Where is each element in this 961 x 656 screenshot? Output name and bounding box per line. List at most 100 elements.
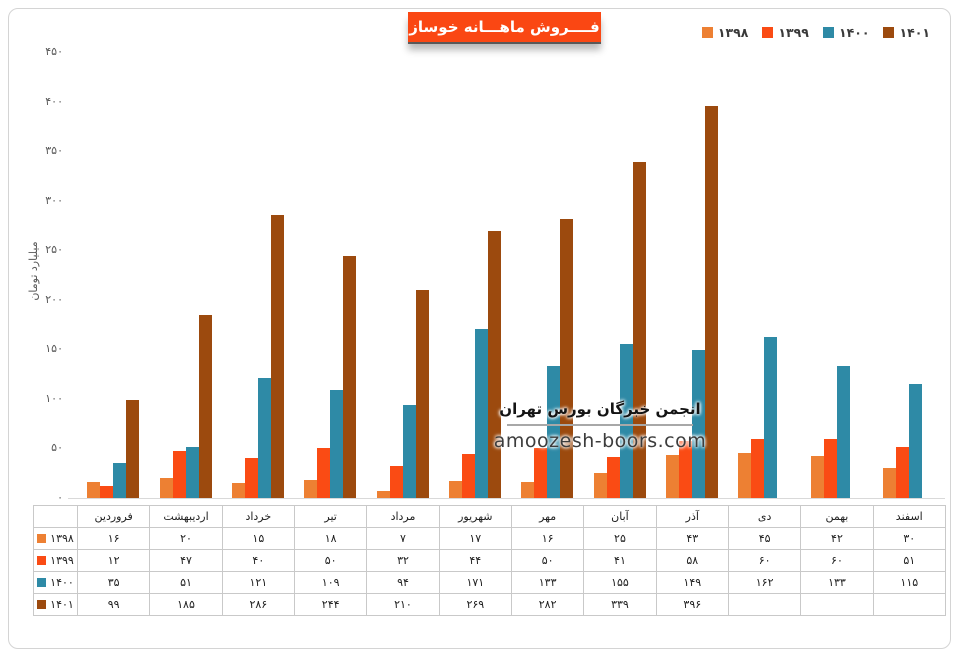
table-value-cell: ۱۵۵: [583, 571, 657, 594]
table-value-cell: ۱۶۲: [727, 571, 802, 594]
table-value-cell: ۱۵: [221, 527, 295, 550]
table-value-cell: ۳۳۹: [583, 593, 657, 616]
bar: [547, 366, 561, 498]
table-value-cell: ۱۸: [293, 527, 368, 550]
table-value-cell: ۳۵: [76, 571, 151, 594]
table-row: ۱۴۰۱ ۹۹ ۱۸۵ ۲۸۶ ۲۴۴ ۲۱۰ ۲۶۹ ۲۸۲ ۳۳۹ ۳۹۶: [33, 593, 946, 616]
table-value-cell: ۱۳۳: [510, 571, 585, 594]
bar: [330, 389, 344, 498]
bar: [159, 478, 173, 498]
table-value-cell: ۹۹: [76, 593, 151, 616]
watermark-divider: [507, 424, 693, 426]
table-value-cell: ۱۶: [510, 527, 585, 550]
table-value-cell: ۲۴۴: [293, 593, 368, 616]
table-value-cell: ۳۹۶: [655, 593, 729, 616]
table-value-cell: ۲۶۹: [438, 593, 512, 616]
bar: [823, 438, 837, 498]
y-tick-label: ۱۵۰: [45, 342, 63, 356]
bar: [304, 480, 318, 498]
table-value-cell: ۳۰: [872, 527, 946, 550]
table-value-cell: ۱۷: [438, 527, 512, 550]
bar: [738, 453, 752, 498]
table-value-cell: ۵۱: [149, 571, 223, 594]
bar: [172, 451, 186, 498]
table-value-cell: ۳۲: [366, 549, 440, 572]
bar: [764, 337, 778, 498]
row-key-swatch: [37, 534, 47, 543]
legend-item: ۱۴۰۱: [883, 25, 930, 40]
table-value-cell: ۵۱: [872, 549, 946, 572]
table-value-cell: ۹۴: [366, 571, 440, 594]
watermark-text: انجمن خبرگان بورس تهران: [499, 400, 701, 418]
table-value-cell: ۲۸۶: [221, 593, 295, 616]
bar: [810, 456, 824, 498]
legend-label: ۱۳۹۹: [778, 25, 809, 40]
bar: [704, 105, 718, 498]
table-value-cell: ۴۲: [800, 527, 874, 550]
row-key-label: ۱۴۰۱: [50, 598, 74, 611]
table-value-cell: ۴۷: [149, 549, 223, 572]
table-month-header: شهریور: [438, 505, 512, 528]
bar: [448, 481, 462, 498]
bar: [87, 482, 101, 498]
table-value-cell: ۲۰: [149, 527, 223, 550]
bar: [461, 454, 475, 498]
bar: [415, 289, 429, 498]
y-tick-label: ۰: [57, 491, 63, 504]
y-tick-label: ۴۰۰: [45, 94, 63, 108]
bar: [665, 455, 679, 498]
table-month-header: خرداد: [221, 505, 295, 528]
table-value-cell: ۵۸: [655, 549, 729, 572]
table-value-cell: ۴۰: [221, 549, 295, 572]
table-value-cell: ۵۰: [510, 549, 585, 572]
row-key-cell: ۱۴۰۱: [33, 593, 78, 616]
table-value-cell: ۶۰: [800, 549, 874, 572]
bar: [376, 491, 390, 498]
row-key-label: ۱۳۹۹: [50, 554, 74, 567]
y-tick-label: ۳۰۰: [45, 193, 63, 207]
table-value-cell: ۲۸۲: [510, 593, 585, 616]
y-tick-label: ۴۵۰: [45, 45, 63, 58]
table-row: ۱۳۹۹ ۱۲ ۴۷ ۴۰ ۵۰ ۳۲ ۴۴ ۵۰ ۴۱ ۵۸ ۶۰ ۶۰ ۵۱: [33, 549, 946, 572]
table-value-cell: ۱۰۹: [293, 571, 368, 594]
table-value-cell: ۱۱۵: [872, 571, 946, 594]
row-key-label: ۱۳۹۸: [50, 532, 74, 545]
bar: [487, 231, 501, 498]
legend-label: ۱۴۰۰: [838, 25, 870, 40]
legend-label: ۱۳۹۸: [717, 25, 749, 40]
table-value-cell: ۴۱: [583, 549, 657, 572]
bar: [257, 378, 271, 498]
bar: [632, 162, 646, 498]
y-axis-title: میلیارد تومان: [27, 241, 40, 301]
bar: [198, 314, 212, 498]
bar: [606, 457, 620, 498]
bar: [534, 448, 548, 498]
bar: [244, 458, 258, 498]
legend-swatch: [822, 27, 834, 38]
table-month-header: مهر: [510, 505, 585, 528]
table-row: ۱۴۰۰ ۳۵ ۵۱ ۱۲۱ ۱۰۹ ۹۴ ۱۷۱ ۱۳۳ ۱۵۵ ۱۴۹ ۱۶۲ ۱۳۳ ۱۱۵: [33, 571, 946, 594]
bar: [593, 473, 607, 498]
row-key-swatch: [37, 600, 47, 609]
table-value-cell: ۱۲۱: [221, 571, 295, 594]
row-key-cell: ۱۳۹۹: [33, 549, 78, 572]
table-value-cell: ۲۵: [583, 527, 657, 550]
bar: [895, 447, 909, 498]
table-value-cell: ۲۱۰: [366, 593, 440, 616]
table-value-cell: ۱۳۳: [800, 571, 874, 594]
bar: [389, 466, 403, 498]
y-tick-label: ۲۵۰: [45, 243, 63, 257]
row-key-swatch: [37, 556, 47, 565]
row-key-cell: ۱۴۰۰: [33, 571, 78, 594]
table-value-cell: ۶۰: [727, 549, 802, 572]
table-month-header: بهمن: [800, 505, 874, 528]
bar: [691, 350, 705, 498]
y-tick-label: ۲۰۰: [45, 292, 63, 306]
data-table: فروردین اردیبهشت خرداد تیر مرداد شهریور مهر آبا…: [33, 505, 946, 616]
bar: [678, 440, 692, 498]
table-value-cell: ۴۴: [438, 549, 512, 572]
x-axis-line: [68, 498, 945, 499]
table-value-cell: ۴۳: [655, 527, 729, 550]
bar: [751, 438, 765, 498]
